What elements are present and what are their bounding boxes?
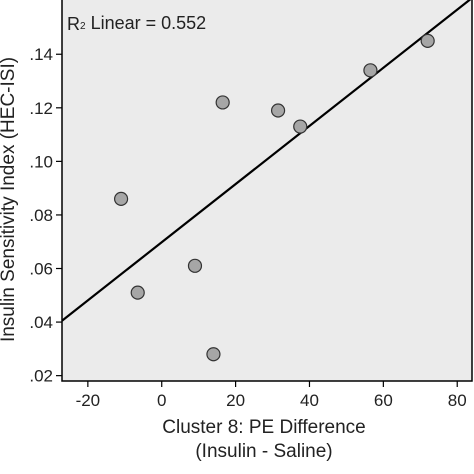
scatter-point bbox=[113, 191, 129, 206]
plot-area bbox=[62, 0, 472, 381]
x-tick-label: 80 bbox=[448, 391, 467, 410]
x-tick-label: -20 bbox=[76, 391, 101, 410]
regression-line bbox=[61, 0, 472, 322]
scatter-point bbox=[363, 63, 378, 78]
y-tick-label: .06 bbox=[29, 260, 53, 279]
y-tick-label: .02 bbox=[29, 367, 53, 386]
y-axis-title: Insulin Sensitivity Index (HEC-ISI) bbox=[0, 57, 19, 342]
x-tick-label: 40 bbox=[300, 391, 319, 410]
plot-frame bbox=[61, 0, 473, 382]
x-axis-title: Cluster 8: PE Difference bbox=[162, 417, 365, 438]
r-squared-superscript: 2 bbox=[80, 21, 86, 32]
y-tick-label: .04 bbox=[29, 313, 53, 332]
scatter-point bbox=[187, 258, 203, 273]
scatter-point bbox=[420, 33, 435, 48]
r-squared-value: Linear = 0.552 bbox=[86, 13, 207, 33]
x-axis-title-subline: (Insulin - Saline) bbox=[195, 441, 332, 462]
scatter-point bbox=[270, 103, 286, 118]
y-tick-label: .12 bbox=[29, 99, 53, 118]
y-tick-label: .10 bbox=[29, 152, 53, 171]
r-squared-annotation: R2 Linear = 0.552 bbox=[67, 13, 206, 34]
scatter-point bbox=[293, 119, 308, 134]
r-squared-prefix: R bbox=[67, 14, 80, 34]
x-tick-label: 0 bbox=[157, 391, 166, 410]
scatter-point bbox=[206, 347, 221, 362]
y-tick-label: .14 bbox=[29, 45, 53, 64]
x-tick-label: 20 bbox=[226, 391, 245, 410]
scatter-point bbox=[215, 95, 230, 110]
x-tick-label: 60 bbox=[374, 391, 393, 410]
scatter-point bbox=[130, 285, 145, 300]
y-tick-label: .08 bbox=[29, 206, 53, 225]
